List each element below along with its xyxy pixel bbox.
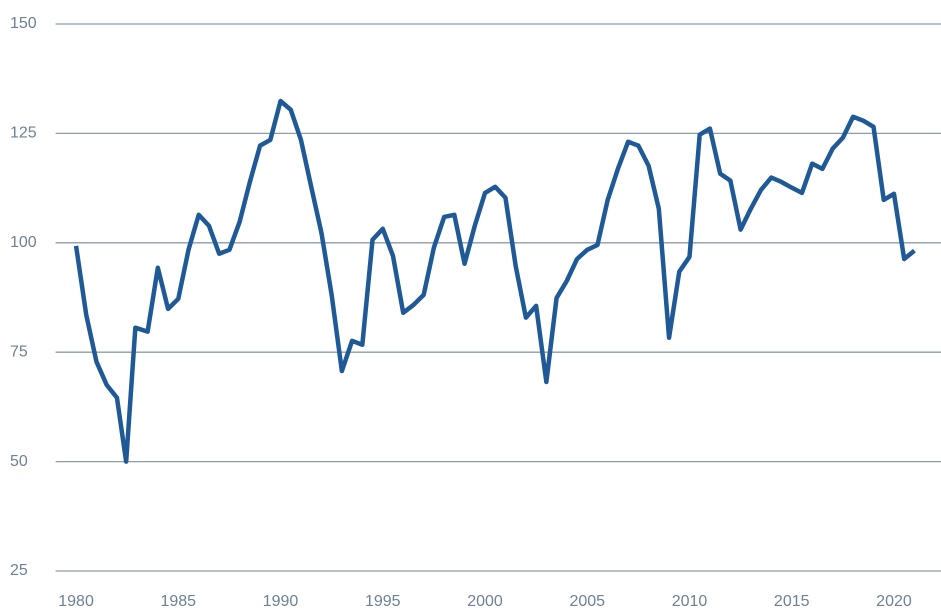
- x-tick-label: 1995: [365, 593, 401, 610]
- x-tick-label: 2020: [876, 593, 912, 610]
- x-tick-label: 2010: [672, 593, 708, 610]
- x-tick-label: 2000: [467, 593, 503, 610]
- x-tick-label: 1980: [58, 593, 94, 610]
- y-tick-label: 150: [10, 15, 37, 32]
- y-tick-label: 125: [10, 125, 37, 142]
- y-tick-label: 100: [10, 234, 37, 251]
- x-tick-label: 2005: [569, 593, 605, 610]
- y-tick-label: 50: [10, 453, 28, 470]
- data-line: [73, 98, 916, 464]
- x-tick-label: 1985: [160, 593, 196, 610]
- y-tick-label: 75: [10, 343, 28, 360]
- x-tick-label: 2015: [774, 593, 810, 610]
- x-tick-label: 1990: [263, 593, 299, 610]
- y-tick-label: 25: [10, 562, 28, 579]
